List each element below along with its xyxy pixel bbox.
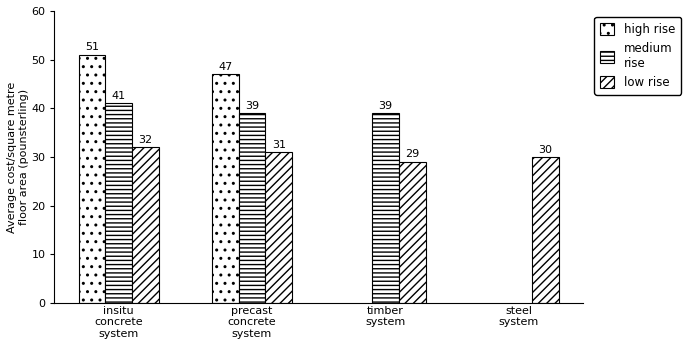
Text: 51: 51 (85, 42, 99, 52)
Bar (266, 152, 292, 303)
Bar (105, 103, 132, 303)
Legend: high rise, medium
rise, low rise: high rise, medium rise, low rise (594, 17, 681, 94)
Bar (212, 74, 239, 303)
Bar (239, 113, 266, 303)
Text: 47: 47 (218, 62, 233, 72)
Text: 30: 30 (539, 145, 552, 155)
Text: 31: 31 (272, 140, 286, 150)
Bar (78, 55, 105, 303)
Y-axis label: Average cost/square metre
floor area (pounsterling): Average cost/square metre floor area (po… (7, 81, 28, 233)
Bar (399, 162, 426, 303)
Bar (132, 147, 159, 303)
Bar (533, 157, 559, 303)
Bar (372, 113, 399, 303)
Text: 29: 29 (405, 149, 419, 160)
Text: 32: 32 (138, 135, 152, 145)
Text: 39: 39 (378, 101, 393, 111)
Text: 41: 41 (111, 91, 126, 101)
Text: 39: 39 (245, 101, 259, 111)
